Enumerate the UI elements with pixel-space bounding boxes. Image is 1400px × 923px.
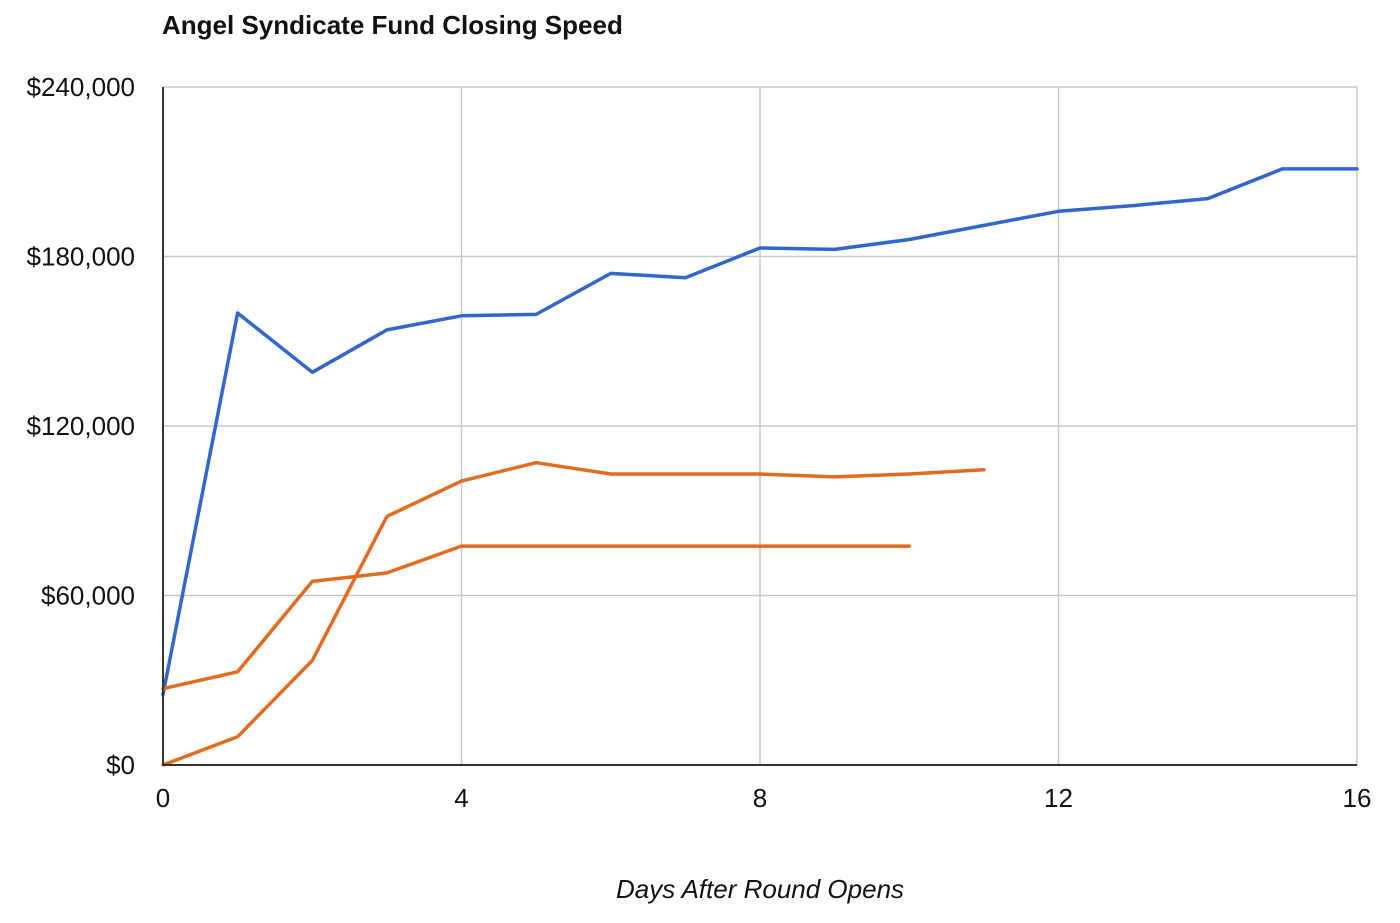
tick-labels: 0 4 8 12 16 $0 $60,000 $120,000 $180,000 $240,000 [27, 72, 1372, 813]
y-tick-label: $180,000 [27, 242, 135, 272]
series-lines [161, 167, 1359, 767]
series-line-1 [161, 167, 1359, 697]
y-tick-label: $60,000 [41, 581, 135, 611]
chart-title: Angel Syndicate Fund Closing Speed [162, 10, 623, 40]
series-line-2 [161, 460, 986, 767]
x-tick-label: 4 [454, 783, 468, 813]
axes [162, 87, 1357, 766]
x-tick-label: 16 [1343, 783, 1372, 813]
y-tick-label: $240,000 [27, 72, 135, 102]
gridlines [163, 86, 1358, 765]
x-tick-label: 8 [753, 783, 767, 813]
y-tick-label: $120,000 [27, 411, 135, 441]
y-tick-label: $0 [106, 750, 135, 780]
x-tick-label: 12 [1044, 783, 1073, 813]
x-tick-label: 0 [156, 783, 170, 813]
series-line-3 [161, 544, 912, 691]
x-axis-label: Days After Round Opens [615, 874, 905, 904]
